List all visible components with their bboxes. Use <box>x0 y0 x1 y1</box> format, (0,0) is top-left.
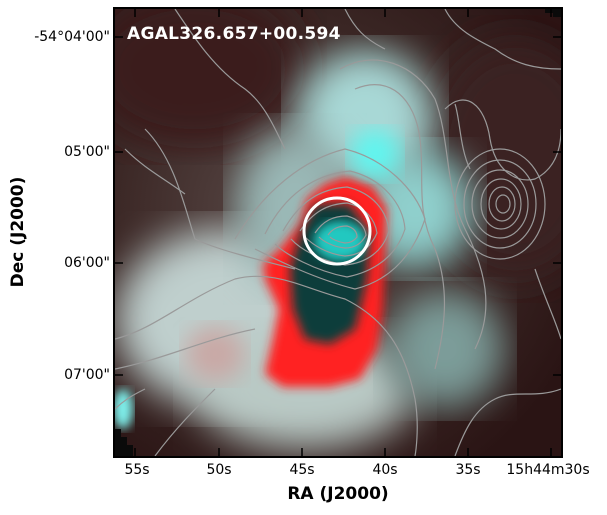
source-label: AGAL326.657+00.594 <box>127 24 341 44</box>
x-axis-label: RA (J2000) <box>287 484 389 504</box>
ytick-label: -54°04'00" <box>34 29 110 45</box>
composite-image <box>115 9 561 456</box>
ytick-label: 07'00" <box>64 367 110 383</box>
y-axis-label: Dec (J2000) <box>8 176 28 288</box>
xtick-label: 50s <box>206 462 232 478</box>
ytick-label: 06'00" <box>64 255 110 271</box>
xtick-label: 45s <box>289 462 315 478</box>
xtick-label: 55s <box>124 462 150 478</box>
contours <box>115 9 561 456</box>
source-marker-circle <box>302 196 372 266</box>
xtick-label: 15h44m30s <box>506 462 590 478</box>
xtick-label: 40s <box>372 462 398 478</box>
ytick-label: 05'00" <box>64 144 110 160</box>
sky-image: AGAL326.657+00.594 <box>115 9 561 456</box>
xtick-label: 35s <box>455 462 481 478</box>
